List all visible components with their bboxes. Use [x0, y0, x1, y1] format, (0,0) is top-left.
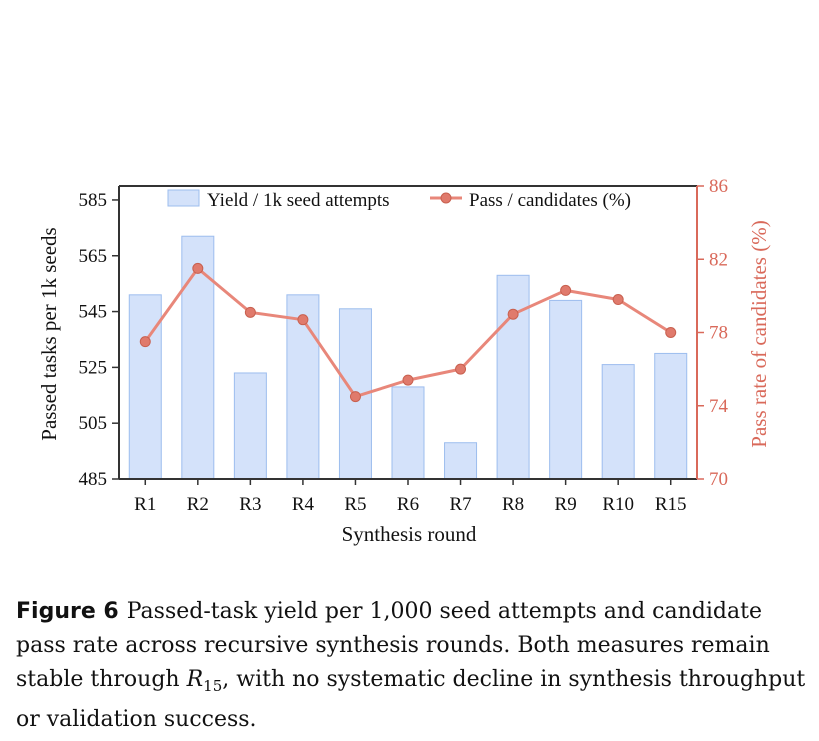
line-series-group — [139, 262, 677, 403]
y2-tick-label: 82 — [709, 249, 728, 270]
y2-tick-label: 70 — [709, 469, 728, 490]
x-tick-label: R5 — [344, 494, 366, 515]
bars-group — [128, 235, 688, 480]
x-tick-label: R7 — [449, 494, 471, 515]
pass-rate-point-R5 — [349, 391, 361, 403]
figure-caption: Figure 6 Passed-task yield per 1,000 seed… — [16, 595, 806, 737]
bar-R7 — [444, 442, 478, 480]
pass-rate-point-R1 — [139, 336, 151, 348]
x-tick-label: R15 — [655, 494, 687, 515]
pass-rate-point-R9 — [560, 284, 572, 296]
x-tick-label: R10 — [602, 494, 634, 515]
x-tick-label: R3 — [239, 494, 261, 515]
pass-rate-point-R2 — [192, 262, 204, 274]
pass-rate-point-R8 — [507, 308, 519, 320]
caption-math: R15 — [186, 667, 223, 695]
caption-text-after: , with no systematic decline in synthesi… — [16, 667, 806, 732]
x-axis-title: Synthesis round — [342, 522, 477, 546]
caption-math-sub: 15 — [203, 677, 223, 695]
legend-line-marker — [440, 192, 452, 204]
pass-rate-point-R7 — [455, 363, 467, 375]
bar-R9 — [549, 299, 583, 480]
bar-R1 — [128, 294, 162, 480]
y-tick-label: 505 — [79, 413, 108, 434]
y-tick-label: 585 — [79, 190, 108, 211]
pass-rate-point-R15 — [665, 327, 677, 338]
bar-R6 — [391, 386, 425, 480]
y-tick-label: 545 — [79, 302, 108, 323]
pass-rate-point-R10 — [612, 294, 624, 306]
bar-R3 — [233, 372, 267, 480]
x-tick-label: R4 — [292, 494, 315, 515]
caption-text-before: Passed-task yield per 1,000 seed attempt… — [16, 599, 770, 692]
y-tick-label: 565 — [79, 246, 108, 267]
y-tick-label: 485 — [79, 469, 108, 490]
x-tick-label: R1 — [134, 494, 156, 515]
pass-rate-point-R6 — [402, 374, 414, 386]
y2-axis-title: Pass rate of candidates (%) — [747, 220, 771, 447]
legend-line-label: Pass / candidates (%) — [469, 190, 631, 211]
ticks-group: 485 505 525 545 565 585 70 74 78 82 86 R1 R2 R3 R4 R5 R6… — [79, 176, 729, 515]
pass-rate-point-R3 — [244, 306, 256, 318]
y2-tick-label: 78 — [709, 323, 728, 344]
bar-R4 — [286, 294, 320, 480]
y-tick-label: 525 — [79, 357, 108, 378]
bar-R15 — [654, 352, 688, 480]
chart: 485 505 525 545 565 585 70 74 78 82 86 R1 R2 R3 R4 R5 R6… — [37, 176, 771, 546]
bar-R8 — [496, 274, 530, 480]
figure-label: Figure 6 — [16, 599, 119, 624]
x-tick-label: R2 — [187, 494, 209, 515]
legend: Yield / 1k seed attempts Pass / candidat… — [167, 189, 631, 211]
legend-bar-label: Yield / 1k seed attempts — [207, 190, 390, 211]
y2-tick-label: 86 — [709, 176, 728, 197]
x-tick-label: R8 — [502, 494, 524, 515]
bar-R10 — [601, 364, 635, 480]
caption-math-base: R — [186, 667, 204, 692]
legend-bar-swatch — [167, 189, 200, 207]
x-tick-label: R9 — [555, 494, 577, 515]
y2-tick-label: 74 — [709, 396, 729, 417]
pass-rate-point-R4 — [297, 314, 309, 326]
y-axis-title: Passed tasks per 1k seeds — [37, 227, 61, 440]
x-tick-label: R6 — [397, 494, 419, 515]
